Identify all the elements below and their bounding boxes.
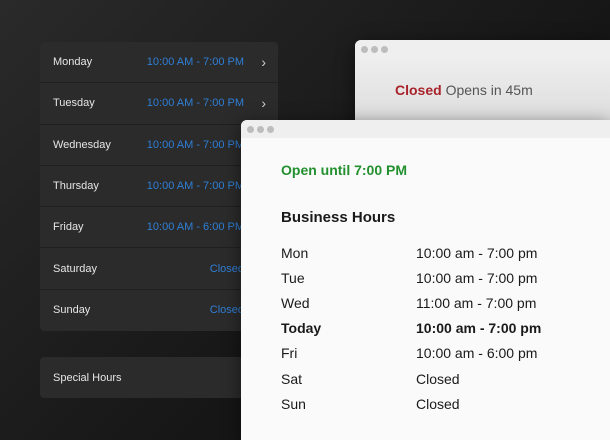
hours-time: 10:00 am - 7:00 pm [416,244,538,261]
open-status: Open until 7:00 PM [281,162,408,178]
window-dot-icon [247,125,254,133]
day-label: Wednesday [53,138,111,151]
day-label: Saturday [53,262,98,275]
day-hours: Closed [209,304,244,317]
special-hours-label: Special Hours [53,371,122,384]
hours-day: Sat [281,370,303,387]
hours-time: 11:00 am - 7:00 pm [416,294,537,311]
day-hours: 10:00 AM - 7:00 PM [146,180,244,193]
hours-row-today: Today 10:00 am - 7:00 pm [281,316,601,341]
hours-day: Mon [281,244,309,261]
hours-day: Fri [281,345,298,362]
day-row-monday[interactable]: Monday 10:00 AM - 7:00 PM › [40,42,278,84]
hours-day: Sun [281,395,306,412]
hours-time: 10:00 am - 7:00 pm [416,320,542,337]
hours-row: Sun Closed [281,391,601,416]
day-hours: 10:00 AM - 7:00 PM [146,97,244,110]
day-label: Sunday [53,304,91,317]
business-hours-title: Business Hours [281,209,396,226]
open-preview-window: Open until 7:00 PM Business Hours Mon 10:… [241,120,610,440]
window-dot-icon [257,125,264,133]
day-label: Tuesday [53,97,95,110]
window-dot-icon [361,45,368,53]
day-hours: 10:00 AM - 7:00 PM [146,138,244,151]
hours-row: Sat Closed [281,366,601,391]
day-hours: 10:00 AM - 6:00 PM [146,221,244,234]
hours-row: Wed 11:00 am - 7:00 pm [281,290,601,315]
day-label: Thursday [53,180,99,193]
day-hours: 10:00 AM - 7:00 PM [146,56,244,69]
hours-day: Tue [281,269,305,286]
chevron-right-icon: › [261,54,266,71]
opens-in-label: Opens in 45m [445,82,533,98]
window-titlebar [355,40,610,58]
business-hours-list: Mon 10:00 am - 7:00 pm Tue 10:00 am - 7:00… [281,240,601,416]
chevron-right-icon: › [261,95,266,112]
hours-time: Closed [416,370,460,387]
closed-label: Closed [395,82,442,98]
closed-status: Closed Opens in 45m [395,82,533,98]
day-row-tuesday[interactable]: Tuesday 10:00 AM - 7:00 PM › [40,83,278,125]
window-titlebar [241,120,610,138]
hours-time: Closed [416,395,460,412]
day-label: Friday [53,221,84,234]
day-label: Monday [53,56,93,69]
window-dot-icon [267,125,274,133]
hours-row: Mon 10:00 am - 7:00 pm [281,240,601,265]
window-dot-icon [371,45,378,53]
hours-time: 10:00 am - 7:00 pm [416,269,538,286]
hours-day: Today [281,320,322,337]
window-dot-icon [381,45,388,53]
hours-row: Fri 10:00 am - 6:00 pm [281,341,601,366]
hours-row: Tue 10:00 am - 7:00 pm [281,265,601,290]
hours-day: Wed [281,294,310,311]
special-hours-row[interactable]: Special Hours [40,357,278,398]
hours-time: 10:00 am - 6:00 pm [416,345,538,362]
day-hours: Closed [209,262,244,275]
